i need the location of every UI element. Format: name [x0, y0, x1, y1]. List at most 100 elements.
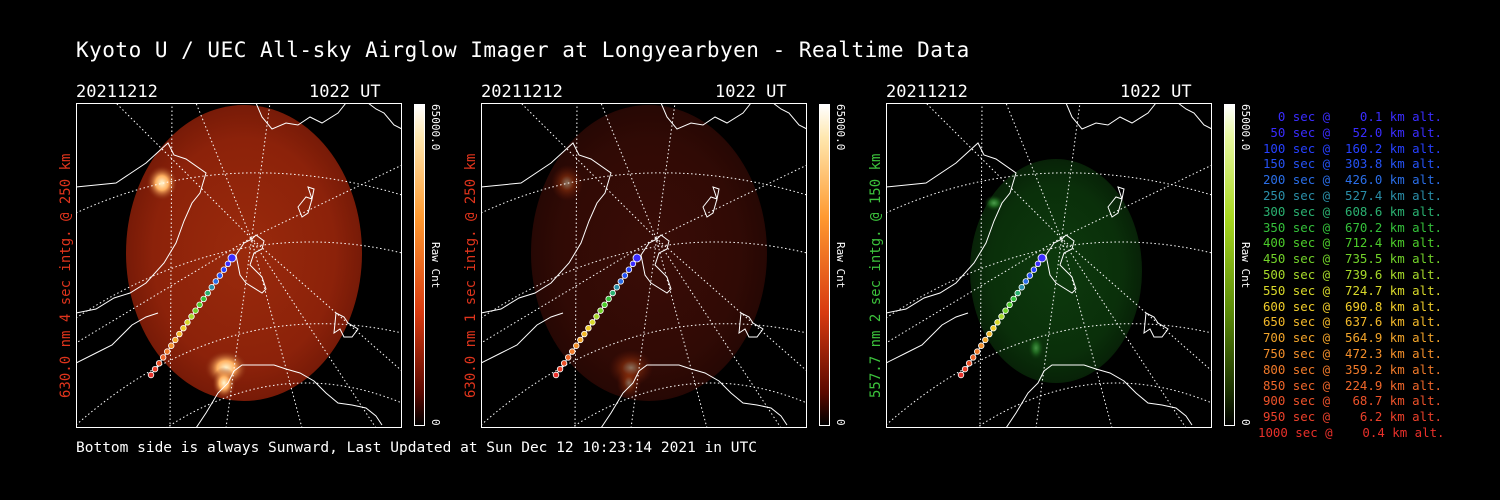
legend-entry: 150 sec @ 303.8 km alt.: [1262, 156, 1442, 172]
airglow-image-disc: [970, 159, 1142, 383]
trajectory-legend: 0 sec @ 0.1 km alt. 50 sec @ 52.0 km alt.…: [1258, 109, 1445, 441]
trajectory-marker: [597, 307, 604, 314]
legend-entry: 1000 sec @ 0.4 km alt.: [1258, 424, 1445, 440]
trajectory-marker: [556, 365, 564, 373]
legend-entry: 600 sec @ 690.8 km alt.: [1262, 298, 1442, 314]
satellite-trajectory: [147, 253, 237, 379]
trajectory-marker: [220, 266, 228, 273]
panel-1-time: 1022 UT: [309, 82, 381, 102]
trajectory-marker: [969, 354, 977, 361]
panel-3-wavelength-label: 557.7 nm 2 sec intg. @ 150 km: [868, 153, 884, 398]
legend-entry: 700 sec @ 564.9 km alt.: [1262, 330, 1442, 346]
trajectory-marker: [227, 253, 237, 263]
trajectory-marker: [1014, 289, 1021, 297]
legend-entry: 950 sec @ 6.2 km alt.: [1262, 409, 1442, 425]
trajectory-marker: [994, 319, 1001, 326]
lat-lon-grid: [481, 103, 807, 428]
trajectory-marker: [208, 284, 215, 291]
trajectory-marker: [605, 295, 612, 303]
aurora-patch: [551, 165, 583, 201]
panel-frame: [481, 103, 807, 428]
trajectory-marker: [200, 295, 207, 303]
trajectory-marker: [957, 371, 965, 379]
legend-entry: 750 sec @ 472.3 km alt.: [1262, 345, 1442, 361]
trajectory-marker: [552, 371, 560, 379]
aurora-patch: [212, 367, 236, 399]
lat-lon-grid: [76, 103, 402, 428]
trajectory-marker: [188, 313, 195, 320]
trajectory-marker: [192, 307, 199, 314]
trajectory-marker: [1010, 295, 1017, 303]
trajectory-marker: [155, 360, 163, 367]
legend-entry: 400 sec @ 712.4 km alt.: [1262, 235, 1442, 251]
panel-3-colorbar-max: 65000.0: [1239, 104, 1252, 151]
legend-entry: 850 sec @ 224.9 km alt.: [1262, 377, 1442, 393]
legend-entry: 350 sec @ 670.2 km alt.: [1262, 219, 1442, 235]
trajectory-marker: [1022, 278, 1029, 285]
panel-1-wavelength-label: 630.0 nm 4 sec intg. @ 250 km: [58, 153, 74, 398]
legend-entry: 250 sec @ 527.4 km alt.: [1262, 187, 1442, 203]
trajectory-marker: [625, 266, 633, 273]
trajectory-marker: [172, 336, 179, 344]
panel-3-date: 20211212: [886, 82, 968, 102]
panel-3-colorbar-min: 0: [1239, 419, 1252, 426]
trajectory-marker: [998, 313, 1005, 320]
trajectory-marker: [573, 342, 580, 349]
panel-2-time: 1022 UT: [715, 82, 787, 102]
legend-entry: 800 sec @ 359.2 km alt.: [1262, 361, 1442, 377]
panel-2-wavelength-label: 630.0 nm 1 sec intg. @ 250 km: [463, 153, 479, 398]
aurora-patch: [617, 367, 641, 399]
panel-1-colorbar-min: 0: [429, 419, 442, 426]
trajectory-marker: [224, 260, 232, 268]
legend-entry: 100 sec @ 160.2 km alt.: [1262, 140, 1442, 156]
trajectory-marker: [147, 371, 155, 379]
panel-3-allsky-image: [886, 103, 1212, 428]
trajectory-marker: [168, 342, 175, 349]
trajectory-marker: [184, 319, 191, 326]
trajectory-marker: [577, 336, 584, 344]
trajectory-marker: [617, 278, 624, 285]
panel-2-allsky-image: [481, 103, 807, 428]
trajectory-marker: [1006, 301, 1013, 308]
coastline-map: [886, 103, 1212, 428]
aurora-patch: [146, 165, 178, 201]
trajectory-marker: [180, 324, 187, 332]
trajectory-marker: [589, 319, 596, 326]
trajectory-marker: [212, 278, 219, 285]
satellite-trajectory: [552, 253, 642, 379]
trajectory-marker: [204, 289, 211, 297]
trajectory-marker: [176, 330, 183, 338]
trajectory-marker: [973, 348, 981, 355]
panel-2-colorbar-min: 0: [834, 419, 847, 426]
trajectory-marker: [1030, 266, 1038, 273]
panel-2-colorbar-max: 65000.0: [834, 104, 847, 151]
trajectory-marker: [1037, 253, 1047, 263]
trajectory-marker: [564, 354, 572, 361]
panel-frame: [76, 103, 402, 428]
panel-1-colorbar-unit: Raw Cnt: [429, 242, 442, 289]
aurora-patch: [1028, 336, 1044, 360]
trajectory-marker: [560, 360, 568, 367]
trajectory-marker: [151, 365, 159, 373]
legend-entry: 500 sec @ 739.6 km alt.: [1262, 266, 1442, 282]
trajectory-marker: [961, 365, 969, 373]
page-title: Kyoto U / UEC All-sky Airglow Imager at …: [76, 38, 970, 62]
trajectory-marker: [990, 324, 997, 332]
trajectory-marker: [163, 348, 171, 355]
panel-2-colorbar: [819, 104, 830, 426]
legend-entry: 300 sec @ 608.6 km alt.: [1262, 203, 1442, 219]
aurora-patch: [984, 195, 1004, 211]
satellite-trajectory: [957, 253, 1047, 379]
trajectory-marker: [1002, 307, 1009, 314]
legend-entry: 200 sec @ 426.0 km alt.: [1262, 172, 1442, 188]
trajectory-marker: [609, 289, 616, 297]
panel-3-colorbar-unit: Raw Cnt: [1239, 242, 1252, 289]
trajectory-marker: [1026, 272, 1034, 279]
legend-entry: 900 sec @ 68.7 km alt.: [1262, 393, 1442, 409]
panel-2-date: 20211212: [481, 82, 563, 102]
trajectory-marker: [585, 324, 592, 332]
trajectory-marker: [632, 253, 642, 263]
panel-2-colorbar-unit: Raw Cnt: [834, 242, 847, 289]
trajectory-marker: [986, 330, 993, 338]
panel-1-colorbar: [414, 104, 425, 426]
